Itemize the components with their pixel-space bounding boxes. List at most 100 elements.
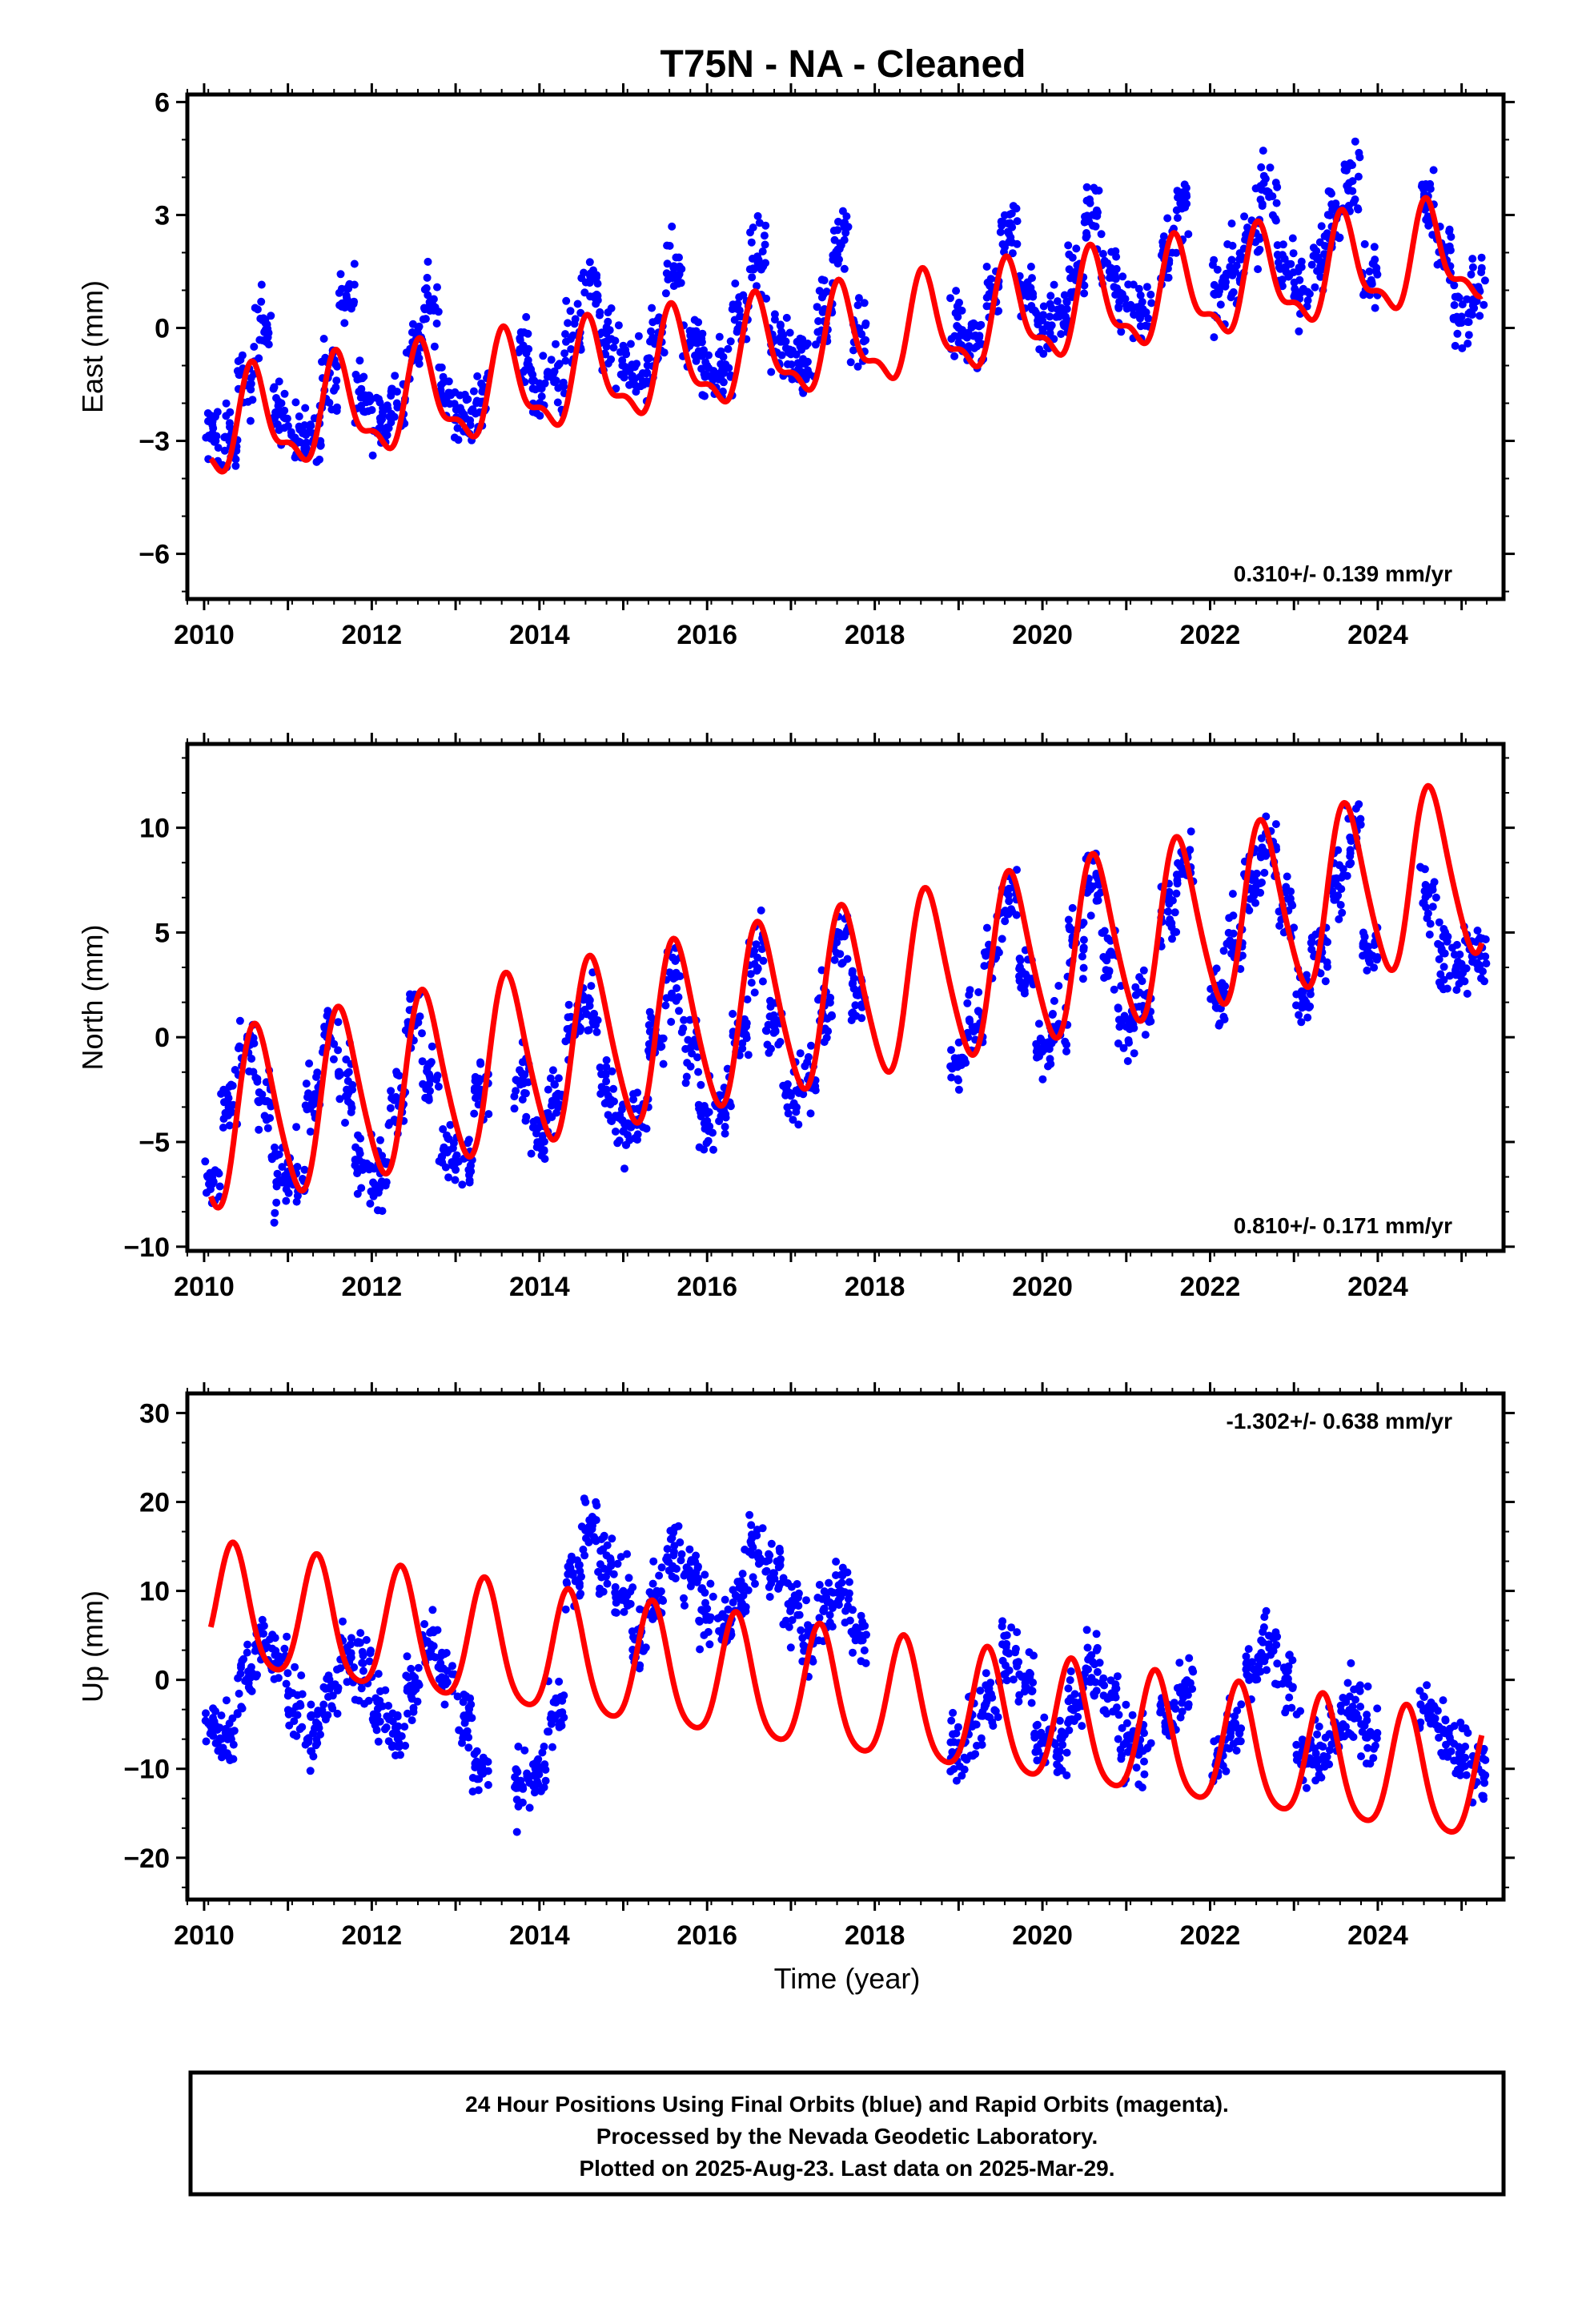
up-data-point	[1317, 1773, 1326, 1782]
north-data-point	[668, 993, 677, 1002]
north-data-point	[425, 1080, 434, 1088]
up-data-point	[468, 1714, 476, 1723]
north-data-point	[347, 1104, 356, 1112]
up-data-point	[1231, 1712, 1239, 1721]
east-data-point	[524, 356, 532, 364]
up-data-point	[290, 1717, 299, 1726]
up-data-point	[1326, 1746, 1334, 1755]
up-data-point	[577, 1522, 586, 1531]
north-data-point	[428, 1042, 436, 1051]
up-data-point	[1007, 1623, 1016, 1632]
up-data-point	[1009, 1675, 1018, 1684]
y-tick-label: −10	[123, 1232, 170, 1263]
north-data-point	[444, 1135, 453, 1144]
east-data-point	[280, 389, 289, 398]
east-data-point	[705, 351, 713, 360]
east-data-point	[358, 374, 367, 383]
north-data-point	[1439, 963, 1448, 971]
east-data-point	[704, 372, 713, 380]
north-data-point	[1068, 903, 1077, 912]
north-data-point	[425, 1072, 434, 1080]
east-data-point	[1307, 260, 1316, 269]
north-data-point	[235, 1016, 244, 1025]
up-data-point	[1093, 1667, 1102, 1676]
east-data-point	[234, 357, 243, 365]
up-data-point	[1461, 1743, 1470, 1751]
up-data-point	[453, 1692, 462, 1701]
up-data-point	[347, 1634, 355, 1642]
up-data-point	[786, 1643, 795, 1652]
east-data-point	[330, 386, 338, 395]
up-data-point	[388, 1709, 397, 1718]
up-data-point	[557, 1721, 566, 1730]
east-data-point	[233, 367, 242, 376]
up-data-point	[1298, 1735, 1307, 1744]
up-data-point	[577, 1572, 585, 1581]
east-data-point	[302, 438, 311, 447]
east-data-point	[1006, 219, 1014, 227]
north-data-point	[644, 1039, 653, 1048]
east-data-point	[387, 392, 396, 400]
y-tick-label: 6	[155, 87, 170, 118]
east-data-point	[547, 356, 556, 364]
north-data-point	[1016, 956, 1025, 965]
east-data-point	[430, 342, 439, 351]
north-data-point	[1329, 892, 1338, 901]
north-data-point	[406, 995, 415, 1003]
up-data-point	[1118, 1723, 1126, 1732]
up-data-point	[670, 1542, 679, 1550]
east-data-point	[454, 436, 463, 444]
up-data-point	[355, 1638, 364, 1647]
figure-title: T75N - NA - Cleaned	[661, 43, 1026, 86]
north-data-point	[334, 1046, 343, 1055]
north-data-point	[1223, 939, 1232, 947]
up-data-point	[1100, 1681, 1109, 1690]
up-data-point	[620, 1596, 629, 1605]
up-data-point	[375, 1696, 384, 1705]
north-data-point	[701, 1105, 709, 1114]
east-data-point	[433, 283, 441, 292]
north-data-point	[378, 1207, 387, 1216]
east-data-point	[1477, 253, 1486, 262]
up-data-point	[613, 1559, 622, 1568]
up-data-point	[1265, 1631, 1273, 1640]
east-data-point	[600, 338, 608, 347]
up-data-point	[674, 1522, 683, 1530]
east-data-point	[573, 300, 582, 308]
up-data-point	[1257, 1636, 1266, 1645]
north-data-point	[738, 1039, 747, 1047]
east-data-point	[435, 363, 444, 372]
east-data-point	[841, 228, 850, 237]
up-data-point	[820, 1587, 829, 1596]
east-data-point	[1464, 331, 1473, 340]
up-data-point	[669, 1547, 678, 1556]
north-data-point	[1164, 907, 1173, 916]
north-data-point	[673, 984, 681, 992]
up-data-point	[767, 1579, 776, 1588]
up-data-point	[776, 1561, 785, 1570]
east-data-point	[1237, 255, 1246, 263]
east-data-point	[1215, 287, 1223, 296]
north-data-point	[743, 995, 752, 1003]
east-data-point	[1134, 284, 1143, 293]
east-data-point	[785, 347, 793, 356]
north-data-point	[1359, 951, 1367, 960]
up-data-point	[1370, 1744, 1378, 1753]
north-data-point	[554, 1074, 563, 1083]
up-data-point	[1478, 1769, 1487, 1777]
up-data-point	[820, 1604, 829, 1613]
east-data-point	[731, 279, 740, 287]
up-data-point	[982, 1669, 990, 1678]
up-data-point	[520, 1746, 529, 1755]
north-data-point	[1252, 869, 1261, 878]
east-data-point	[1227, 219, 1236, 228]
north-data-point	[330, 1039, 339, 1048]
east-data-point	[359, 407, 368, 416]
up-data-point	[960, 1765, 969, 1774]
east-data-point	[1178, 188, 1186, 197]
north-data-point	[783, 1080, 792, 1088]
east-data-point	[1059, 320, 1068, 328]
up-data-point	[603, 1579, 612, 1588]
up-data-point	[223, 1749, 231, 1758]
up-data-point	[1106, 1691, 1115, 1699]
